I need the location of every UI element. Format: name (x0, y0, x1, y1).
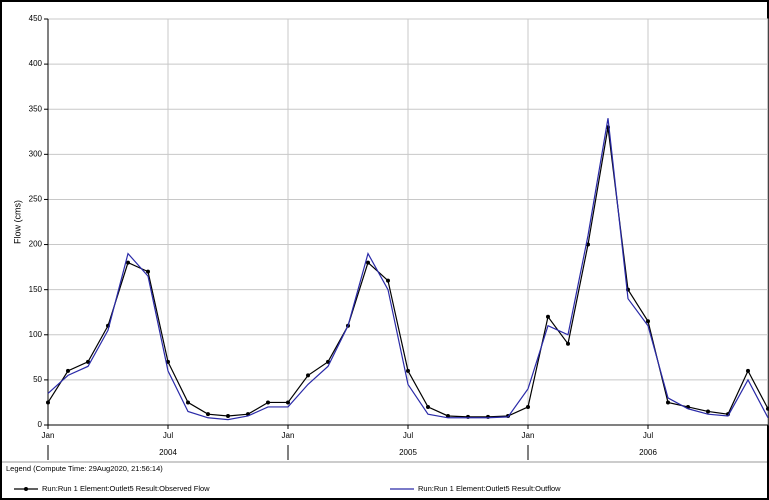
data-point (526, 404, 530, 409)
data-point (86, 359, 90, 364)
data-point (746, 368, 750, 373)
legend-label: Run:Run 1 Element:Outlet5 Result:Observe… (42, 484, 210, 493)
legend-title: Legend (Compute Time: 29Aug2020, 21:56:1… (6, 464, 163, 473)
data-point (326, 359, 330, 364)
x-tick-label: Jul (163, 431, 173, 440)
year-label: 2005 (399, 448, 417, 457)
data-point (126, 260, 130, 265)
year-label: 2006 (639, 448, 657, 457)
x-tick-label: Jan (282, 431, 295, 440)
year-label: 2004 (159, 448, 177, 457)
y-tick-label: 450 (29, 14, 43, 23)
y-tick-label: 250 (29, 195, 43, 204)
data-point (666, 400, 670, 405)
data-point (306, 373, 310, 378)
y-tick-label: 350 (29, 104, 43, 113)
series-line (47, 118, 769, 421)
x-tick-label: Jan (522, 431, 535, 440)
data-point (366, 260, 370, 265)
data-point (266, 400, 270, 405)
data-point (646, 319, 650, 324)
data-point (146, 269, 150, 274)
data-point (386, 278, 390, 283)
legend-marker (24, 487, 28, 491)
data-point (426, 404, 430, 409)
data-point (66, 368, 70, 373)
data-point (406, 368, 410, 373)
y-tick-label: 50 (33, 375, 42, 384)
data-point (706, 409, 710, 414)
y-tick-label: 400 (29, 59, 43, 68)
x-tick-label: Jan (42, 431, 55, 440)
data-point (586, 242, 590, 247)
data-point (226, 413, 230, 418)
data-point (166, 359, 170, 364)
x-tick-label: Jul (643, 431, 653, 440)
y-axis-label: Flow (cms) (12, 200, 22, 244)
data-point (766, 406, 769, 411)
data-point (446, 413, 450, 418)
data-point (206, 412, 210, 417)
y-tick-label: 300 (29, 149, 43, 158)
y-tick-label: 200 (29, 240, 43, 249)
x-tick-label: Jul (403, 431, 413, 440)
y-tick-label: 100 (29, 330, 43, 339)
data-point (566, 341, 570, 346)
data-point (286, 400, 290, 405)
legend-label: Run:Run 1 Element:Outlet5 Result:Outflow (418, 484, 561, 493)
data-point (546, 314, 550, 319)
y-tick-label: 0 (38, 420, 43, 429)
y-tick-label: 150 (29, 285, 43, 294)
data-point (46, 400, 50, 405)
data-point (186, 400, 190, 405)
